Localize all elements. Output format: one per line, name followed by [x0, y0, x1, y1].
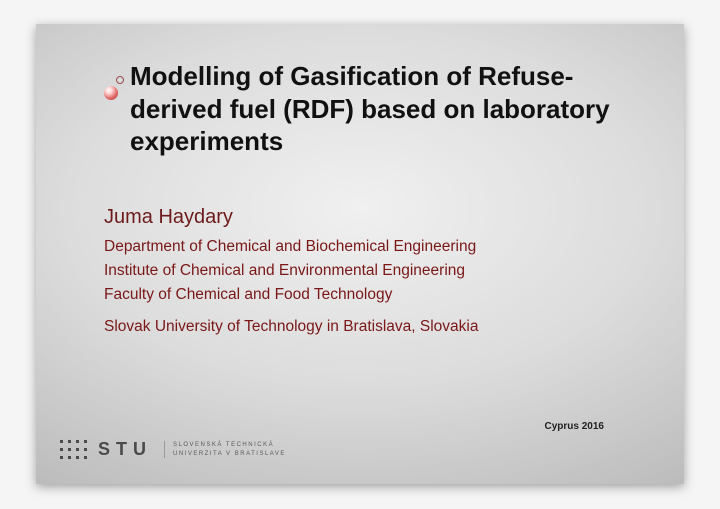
bullet-ring-icon: [116, 76, 124, 84]
logo-sub-line2: UNIVERZITA V BRATISLAVE: [173, 450, 286, 458]
footer-note: Cyprus 2016: [545, 421, 604, 432]
affiliation-line: Faculty of Chemical and Food Technology: [104, 285, 644, 305]
logo-letters: STU: [98, 439, 152, 460]
slide: Modelling of Gasification of Refuse-deri…: [36, 24, 684, 484]
dot-grid-icon: [60, 440, 88, 460]
stu-logo: STU SLOVENSKÁ TECHNICKÁ UNIVERZITA V BRA…: [60, 439, 286, 460]
affiliation-line: Institute of Chemical and Environmental …: [104, 261, 644, 281]
slide-title: Modelling of Gasification of Refuse-deri…: [130, 60, 650, 158]
affiliation-line: Department of Chemical and Biochemical E…: [104, 237, 644, 257]
logo-subtext: SLOVENSKÁ TECHNICKÁ UNIVERZITA V BRATISL…: [164, 441, 286, 458]
bullet-sphere-icon: [104, 86, 118, 100]
logo-sub-line1: SLOVENSKÁ TECHNICKÁ: [173, 441, 286, 449]
author-name: Juma Haydary: [104, 206, 233, 229]
stage: Modelling of Gasification of Refuse-deri…: [0, 0, 720, 509]
affiliation-line: Slovak University of Technology in Brati…: [104, 317, 644, 337]
